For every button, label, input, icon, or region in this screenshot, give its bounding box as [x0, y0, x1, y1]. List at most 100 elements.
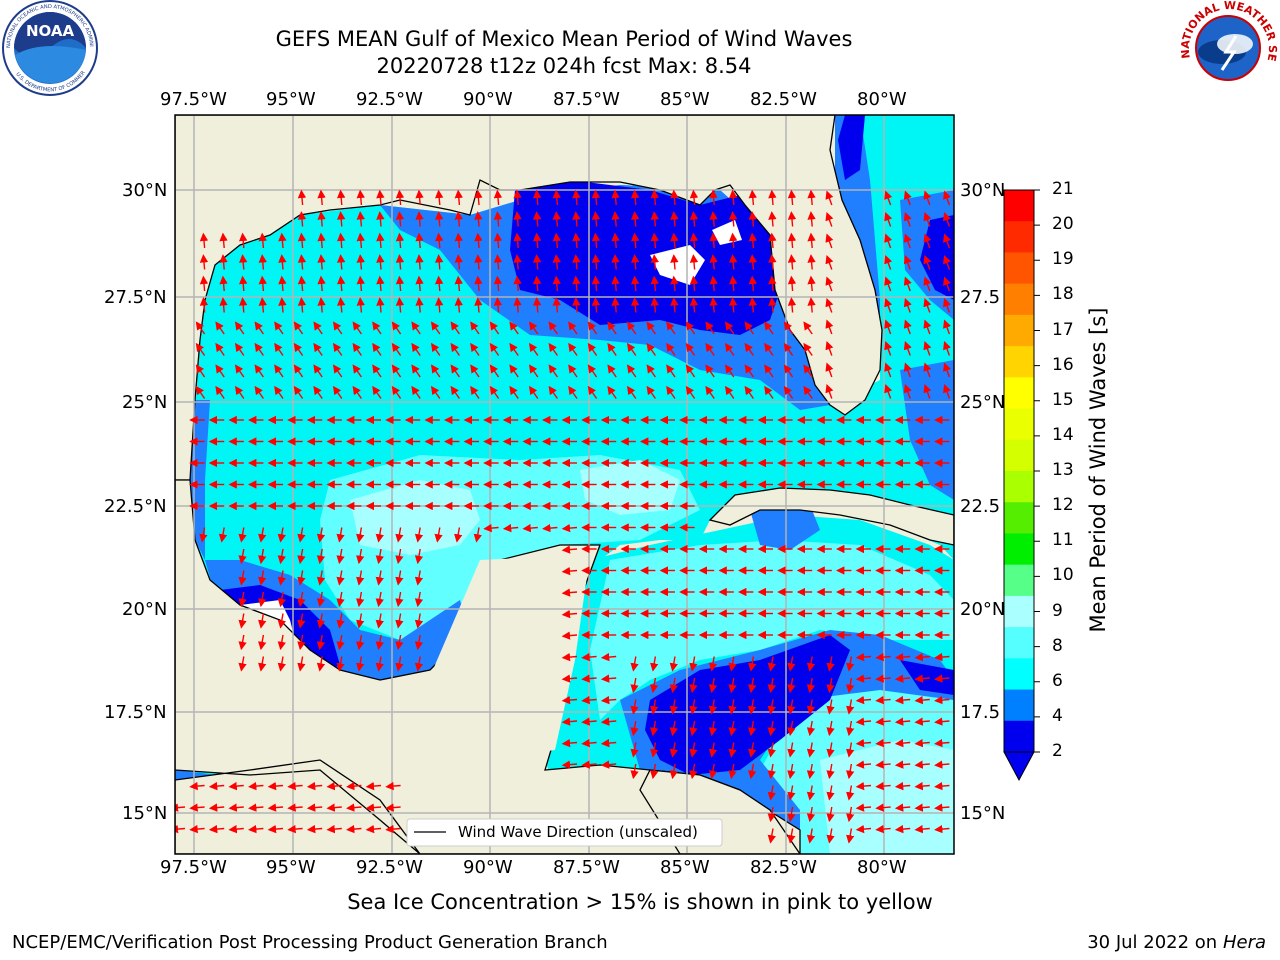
wind-wave-arrow [513, 189, 522, 206]
wind-wave-arrow [806, 699, 816, 715]
wind-wave-arrow [572, 254, 581, 270]
wind-wave-arrow [855, 824, 872, 834]
wind-wave-arrow [581, 738, 597, 748]
wind-wave-arrow [875, 824, 891, 834]
wind-wave-arrow [764, 342, 774, 356]
wind-wave-arrow [411, 321, 421, 335]
wind-wave-arrow [293, 321, 304, 335]
wind-wave-arrow [650, 189, 659, 206]
wind-wave-arrow [708, 699, 718, 715]
wind-wave-arrow [669, 742, 678, 758]
colorbar-tick-label: 19 [1052, 249, 1074, 270]
wind-wave-arrow [395, 527, 404, 543]
wind-wave-arrow [572, 297, 581, 313]
footer-credit: NCEP/EMC/Verification Post Processing Pr… [12, 932, 608, 953]
wind-wave-arrow [934, 738, 950, 748]
wind-wave-arrow [414, 548, 424, 565]
wind-wave-direction-arrows [175, 189, 951, 844]
wind-wave-arrow [855, 674, 872, 683]
colorbar-tick-label: 12 [1052, 495, 1074, 516]
wind-wave-arrow [561, 695, 578, 705]
wind-wave-arrow [332, 385, 343, 399]
wind-wave-arrow [914, 760, 930, 769]
wind-wave-arrow [316, 527, 326, 543]
wind-wave-arrow [767, 720, 776, 737]
wind-wave-arrow [293, 364, 304, 378]
wind-wave-arrow [561, 588, 578, 597]
noaa-logo-text: NOAA [26, 22, 75, 40]
wind-wave-arrow [748, 254, 757, 270]
wind-wave-arrow [884, 298, 893, 313]
right-lat-label: 17.5 [960, 702, 1001, 723]
wind-wave-arrow [846, 720, 855, 737]
wind-wave-arrow [395, 297, 405, 313]
wind-wave-arrow [626, 385, 637, 399]
wind-wave-arrow [317, 297, 326, 313]
wind-wave-arrow [914, 803, 930, 812]
wind-wave-arrow [855, 738, 872, 748]
wind-wave-arrow [875, 738, 891, 748]
left-lat-label: 25°N [122, 392, 168, 413]
wind-wave-arrow [474, 189, 483, 206]
wind-wave-arrow [533, 232, 542, 249]
wind-wave-arrow [228, 803, 244, 812]
wind-wave-arrow [493, 232, 503, 249]
land-cuba [708, 487, 954, 546]
wind-wave-arrow [934, 717, 950, 726]
wind-wave-arrow [875, 760, 891, 769]
wind-wave-arrow [489, 321, 500, 335]
wind-wave-arrow [787, 806, 796, 823]
wind-wave-arrow [395, 548, 404, 565]
wind-wave-arrow [669, 763, 678, 780]
wind-wave-arrow [414, 656, 424, 672]
wind-wave-arrow [454, 297, 463, 313]
wind-wave-arrow [923, 255, 932, 270]
wind-wave-arrow [787, 232, 797, 249]
wind-wave-arrow [764, 321, 774, 335]
wind-wave-arrow [568, 385, 578, 399]
wind-wave-arrow [434, 527, 443, 543]
wind-wave-arrow [884, 255, 893, 270]
wind-wave-arrow [600, 652, 617, 662]
wind-wave-arrow [317, 189, 326, 206]
colorbar-tick-label: 17 [1052, 319, 1074, 340]
wind-wave-arrow [316, 634, 326, 651]
wind-wave-arrow [855, 760, 872, 769]
wind-wave-arrow [542, 523, 558, 533]
colorbar-segment [1004, 471, 1034, 503]
wind-wave-arrow [709, 211, 718, 227]
colorbar-tick-label: 8 [1052, 635, 1063, 656]
wind-wave-arrow [239, 232, 248, 249]
wind-wave-arrow [826, 677, 835, 694]
wind-wave-arrow [317, 275, 326, 292]
wind-wave-arrow [385, 803, 401, 812]
wind-wave-arrow [934, 652, 950, 662]
wind-wave-arrow [630, 677, 639, 694]
wind-wave-arrow [356, 297, 365, 313]
wind-wave-arrow [903, 319, 912, 335]
wind-wave-arrow [744, 385, 754, 399]
colorbar-segment [1004, 627, 1034, 659]
wind-wave-arrow [297, 656, 306, 672]
top-lon-label: 82.5°W [750, 89, 817, 110]
wind-wave-arrow [274, 342, 284, 356]
wind-wave-arrow [175, 803, 186, 812]
wind-wave-arrow [884, 233, 893, 249]
footer-date-text: 30 Jul 2022 on [1087, 932, 1223, 953]
colorbar-segment [1004, 252, 1034, 285]
wind-wave-arrow [277, 656, 286, 672]
wind-wave-arrow [729, 211, 738, 227]
colorbar-segment [1004, 190, 1034, 222]
wind-wave-arrow [199, 527, 208, 543]
chart-subtitle: 20220728 t12z 024h fcst Max: 8.54 [376, 54, 752, 78]
wind-wave-arrow [709, 297, 718, 313]
wind-wave-arrow [646, 364, 656, 378]
wind-wave-arrow [297, 548, 306, 565]
wind-wave-arrow [934, 781, 950, 791]
noaa-logo: NOAA NATIONAL OCEANIC AND ATMOSPHERIC AD… [0, 0, 98, 96]
wind-wave-arrow [670, 189, 679, 206]
wind-wave-arrow [336, 570, 345, 586]
wind-wave-arrow [337, 254, 346, 270]
wind-wave-arrow [254, 321, 264, 335]
wind-wave-arrow [803, 364, 813, 378]
